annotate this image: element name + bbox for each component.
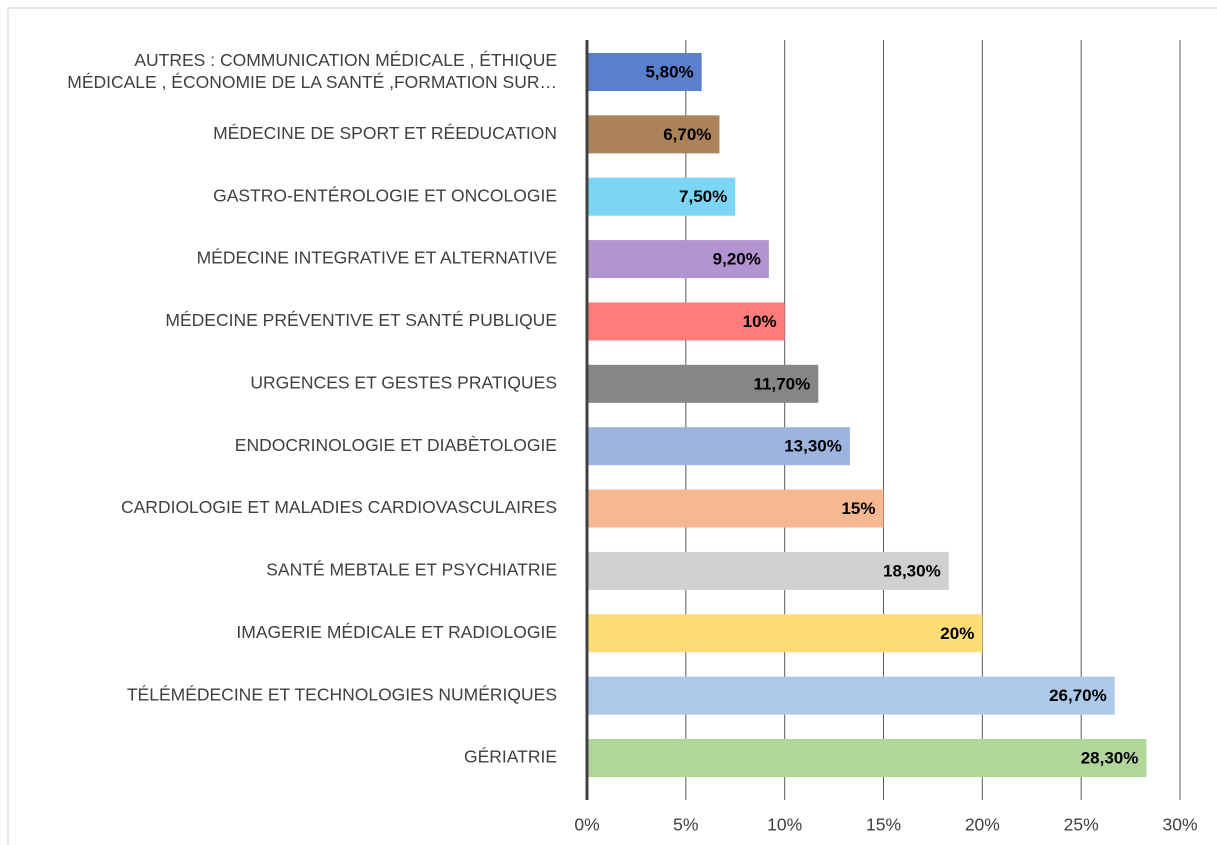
bar [587,115,720,154]
bar [587,302,785,341]
category-label: SANTÉ MEBTALE ET PSYCHIATRIE [266,560,557,580]
value-label: 5,80% [645,62,693,81]
bar [587,427,850,466]
value-label: 13,30% [784,437,842,456]
value-label: 20% [940,624,974,643]
bar [587,53,702,91]
value-label: 15% [841,499,875,518]
category-label: GASTRO-ENTÉROLOGIE ET ONCOLOGIE [213,185,557,205]
value-label: 7,50% [679,187,727,206]
bar [587,489,884,528]
value-label: 9,20% [713,250,761,269]
value-label: 6,70% [663,125,711,144]
x-tick-label: 30% [1162,815,1197,835]
bar [587,551,949,590]
x-tick-label: 15% [866,815,901,835]
category-label: CARDIOLOGIE ET MALADIES CARDIOVASCULAIRE… [121,497,557,517]
value-label: 26,70% [1049,686,1107,705]
category-label: IMAGERIE MÉDICALE ET RADIOLOGIE [236,622,557,642]
bar [587,177,736,216]
category-label: URGENCES ET GESTES PRATIQUES [250,372,557,392]
category-label: MÉDECINE PRÉVENTIVE ET SANTÉ PUBLIQUE [165,310,557,330]
value-label: 10% [743,312,777,331]
category-label: ENDOCRINOLOGIE ET DIABÈTOLOGIE [235,435,557,455]
x-tick-label: 5% [673,815,698,835]
value-label: 18,30% [883,561,941,580]
x-tick-label: 25% [1064,815,1099,835]
bar [587,614,983,653]
category-label: TÉLÉMÉDECINE ET TECHNOLOGIES NUMÉRIQUES [127,684,557,704]
bar [587,739,1147,777]
category-label: AUTRES : COMMUNICATION MÉDICALE , ÉTHIQU… [67,50,557,92]
value-label: 11,70% [754,374,811,393]
x-tick-label: 20% [965,815,1000,835]
x-tick-label: 10% [767,815,802,835]
category-label: MÉDECINE DE SPORT ET RÉEDUCATION [213,123,557,143]
value-label: 28,30% [1081,748,1139,767]
category-label: MÉDECINE INTEGRATIVE ET ALTERNATIVE [197,248,557,268]
bar [587,364,819,403]
bar [587,240,769,279]
category-label: GÉRIATRIE [464,747,557,767]
x-tick-label: 0% [574,815,599,835]
bar [587,676,1115,715]
